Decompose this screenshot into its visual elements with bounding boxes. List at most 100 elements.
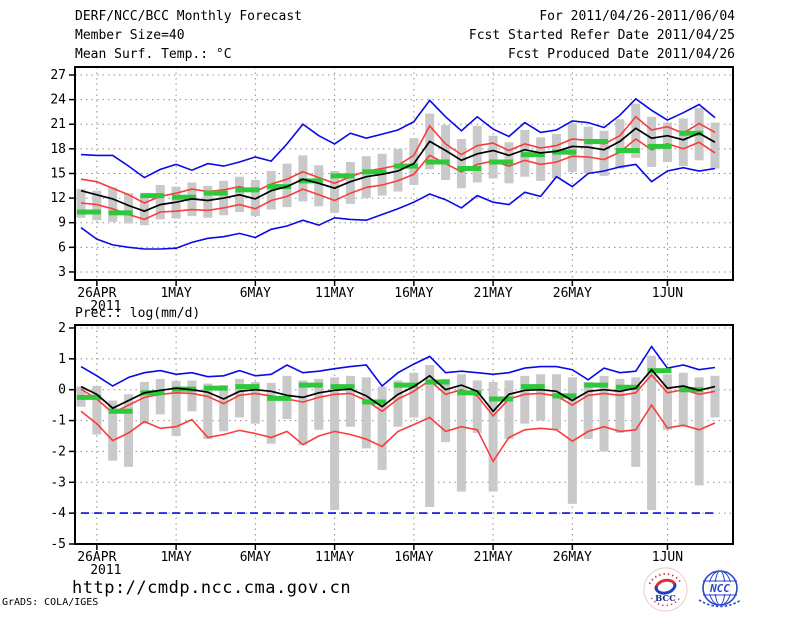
ensemble-spread-bar	[615, 119, 625, 169]
member-size-label: Member Size=40	[75, 28, 185, 43]
temp-lower-line	[80, 138, 716, 221]
prec-mean-line	[80, 368, 716, 413]
ensemble-spread-bar	[345, 375, 355, 427]
prec-chart: 26APR 1MAY 6MAY 11MAY 16MAY 21MAY 26MAY 1JUN201…	[50, 321, 734, 578]
temp-plot-frame	[74, 66, 734, 281]
ensemble-spread-bar	[124, 394, 134, 467]
y-tick-label: 27	[50, 68, 66, 83]
prec-max-line	[80, 345, 716, 388]
x-tick-label: 1MAY	[160, 286, 191, 301]
ensemble-spread-bar	[583, 381, 593, 440]
ncc-logo-label: NCC	[709, 582, 730, 595]
ensemble-spread-bar	[647, 116, 657, 167]
y-tick-label: 24	[50, 93, 66, 108]
x-tick-label: 11MAY	[315, 286, 354, 301]
x-tick-label: 1MAY	[160, 550, 191, 565]
ensemble-spread-bar	[615, 378, 625, 433]
ensemble-spread-bar	[456, 138, 466, 189]
prec-upper-line	[80, 373, 716, 418]
produced-date-label: Fcst Produced Date 2011/04/26	[508, 47, 735, 62]
ensemble-spread-bar	[92, 386, 102, 435]
ensemble-spread-bar	[536, 374, 546, 421]
ensemble-spread-bar	[108, 187, 118, 222]
temp-min-line	[80, 163, 716, 250]
ensemble-spread-bar	[662, 122, 672, 162]
ncc-logo-wreath	[698, 599, 742, 608]
ncc-logo: NCC	[698, 570, 742, 608]
ensemble-spread-bar	[599, 375, 609, 452]
ensemble-spread-bar	[330, 170, 340, 213]
ensemble-spread-bar	[345, 161, 355, 204]
ensemble-spread-bar	[662, 374, 672, 430]
ensemble-spread-bar	[552, 134, 561, 179]
prec-chart-title: Prec.: log(mm/d)	[75, 306, 201, 321]
ensemble-spread-bar	[171, 381, 181, 436]
y-tick-label: 15	[50, 166, 66, 181]
ensemble-spread-bar	[520, 375, 530, 424]
ensemble-spread-bar	[377, 386, 387, 470]
y-tick-label: -2	[50, 444, 66, 459]
page-title: DERF/NCC/BCC Monthly Forecast	[75, 9, 302, 24]
y-tick-label: 12	[50, 191, 66, 206]
ensemble-spread-bar	[139, 194, 149, 226]
x-tick-label: 21MAY	[474, 286, 513, 301]
ensemble-spread-bar	[314, 165, 324, 207]
ensemble-spread-bar	[631, 377, 641, 467]
ensemble-spread-bar	[678, 372, 688, 427]
y-tick-label: 9	[58, 216, 66, 231]
ensemble-spread-bar	[219, 385, 229, 432]
ensemble-spread-bar	[139, 381, 149, 424]
website-url-link[interactable]: http://cmdp.ncc.cma.gov.cn	[72, 578, 352, 598]
ensemble-spread-bar	[203, 383, 213, 440]
x-tick-label: 6MAY	[240, 286, 271, 301]
ensemble-spread-bar	[409, 138, 419, 185]
bcc-logo-ring	[643, 567, 688, 612]
x-tick-label: 11MAY	[315, 550, 354, 565]
ensemble-spread-bar	[710, 122, 720, 169]
bcc-logo-label: BCC	[655, 593, 676, 603]
ensemble-spread-bar	[488, 381, 498, 492]
ncc-logo-label-bg	[707, 582, 733, 594]
ensemble-spread-bar	[108, 400, 118, 461]
y-tick-label: 1	[58, 352, 66, 367]
y-tick-label: -4	[50, 506, 66, 521]
x-tick-label: 21MAY	[474, 550, 513, 565]
x-tick-label: 16MAY	[394, 286, 433, 301]
ensemble-spread-bar	[567, 123, 577, 172]
x-year-label: 2011	[90, 299, 121, 314]
ensemble-spread-bar	[456, 374, 466, 492]
ensemble-spread-bar	[187, 380, 197, 412]
temp-max-line	[80, 97, 716, 179]
ensemble-spread-bar	[647, 355, 657, 511]
ensemble-spread-bar	[694, 377, 704, 486]
bcc-logo-swirl-blue	[654, 583, 677, 595]
y-tick-label: 3	[58, 265, 66, 280]
y-tick-label: 6	[58, 240, 66, 255]
refer-date-label: Fcst Started Refer Date 2011/04/25	[468, 28, 735, 43]
temp-mean-line	[80, 127, 716, 213]
y-tick-label: 21	[50, 117, 66, 132]
x-year-label: 2011	[90, 563, 121, 578]
prec-plot-frame	[74, 324, 734, 545]
temp-chart-title: Mean Surf. Temp.: °C	[75, 47, 232, 62]
temp-chart: 26APR 1MAY 6MAY 11MAY 16MAY 21MAY 26MAY 1JUN 201…	[50, 66, 734, 314]
y-tick-label: -1	[50, 414, 66, 429]
ensemble-spread-bar	[298, 380, 308, 446]
ensemble-spread-bar	[710, 375, 720, 418]
forecast-period-label: For 2011/04/26-2011/06/04	[539, 9, 735, 24]
ensemble-spread-bar	[631, 103, 641, 158]
y-tick-label: 2	[58, 321, 66, 336]
ensemble-spread-bar	[92, 190, 102, 221]
ensemble-spread-bar	[155, 378, 165, 415]
ensemble-spread-bar	[409, 372, 419, 418]
x-tick-label: 26APR	[77, 550, 116, 565]
x-tick-label: 26APR	[77, 286, 116, 301]
ensemble-spread-bar	[552, 374, 561, 430]
ensemble-spread-bar	[314, 378, 324, 430]
y-tick-label: -3	[50, 475, 66, 490]
y-tick-label: -5	[50, 537, 66, 552]
y-tick-label: 18	[50, 142, 66, 157]
bcc-logo: BCC	[643, 567, 688, 612]
